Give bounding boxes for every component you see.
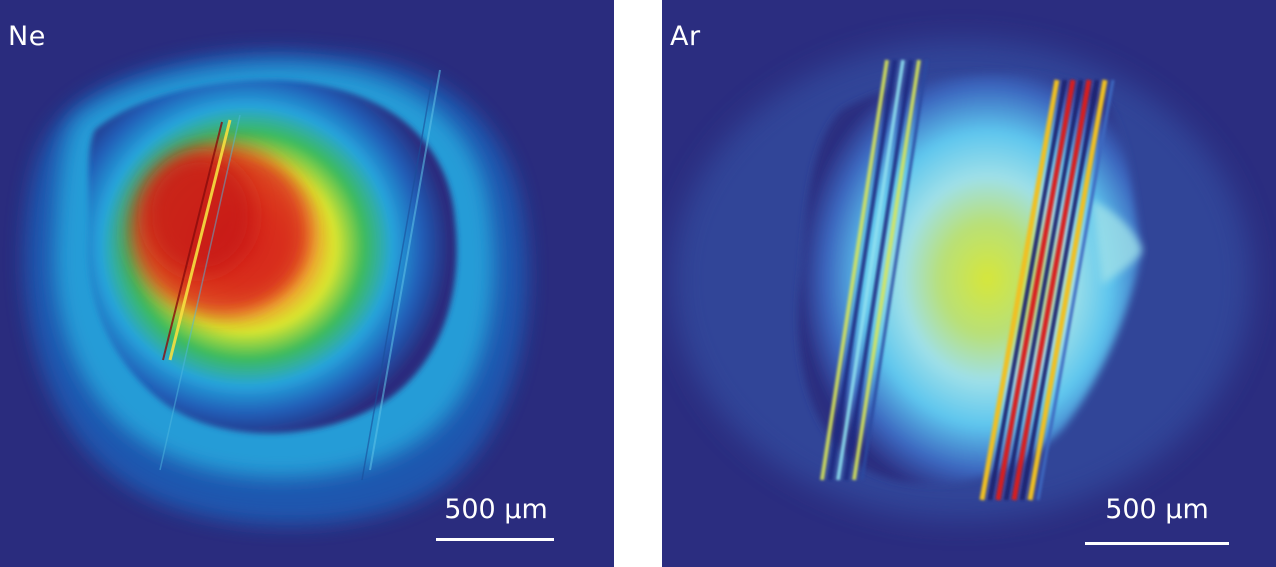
ne-scale-bar-label: 500 µm — [444, 494, 548, 525]
ar-scale-bar-label: 500 µm — [1105, 494, 1209, 525]
ne-image-panel: Ne 500 µm — [0, 0, 614, 567]
ne-panel-label: Ne — [8, 21, 46, 52]
ar-panel-label: Ar — [670, 21, 701, 52]
ne-scale-bar — [436, 538, 554, 541]
ar-image-panel: Ar 500 µm — [662, 0, 1276, 567]
ar-scale-bar — [1085, 542, 1229, 545]
ar-plasma-image — [662, 0, 1276, 567]
ne-plasma-image — [0, 0, 614, 567]
